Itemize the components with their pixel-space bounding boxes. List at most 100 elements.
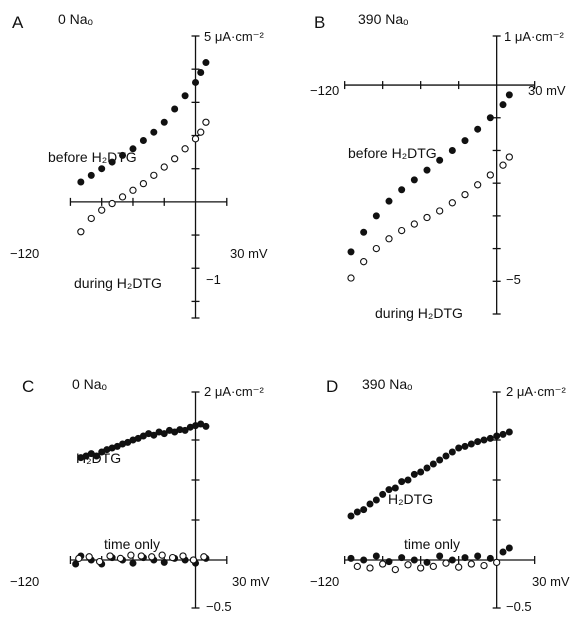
panel-a-series-1-point [150,171,158,179]
panel-b-series-1-point [347,274,355,282]
panel-c-series-2-point [127,551,135,559]
panel-b-series-0-point [461,137,469,145]
panel-b-series-0-point [347,248,355,256]
panel-a-series-0-point [150,128,158,136]
panel-b-series-0-point [499,101,507,109]
panel-d-series-0-point [385,486,393,494]
panel-d-series-0-point [461,442,469,450]
panel-d-series-2-point [404,561,412,569]
panel-c: C 0 Naₒ 2 μA·cm⁻² H₂DTG time only −120 3… [10,376,270,614]
panel-d-series-0-point [455,444,463,452]
panel-d-series-0-point [448,448,456,456]
panel-d-series-2-point [379,560,387,568]
panel-a-series-0-point [160,118,168,126]
panel-c-series-0-point [150,431,158,439]
panel-b-series-1-point [486,171,494,179]
panel-b-series-0-point [436,156,444,164]
panel-c-x-units: 30 mV [232,574,270,589]
panel-a-series-0-point [77,178,85,186]
panel-d-series-0-point [379,490,387,498]
panel-d-series-0-point [404,476,412,484]
panel-a-series-1-point [98,206,106,214]
panel-d-series-2-point [366,564,374,572]
panel-d-series-1-point [499,548,507,556]
panel-a-series-0-point [171,105,179,113]
panel-c-series-0-point [202,422,210,430]
panel-a-y-tick-label: −1 [206,272,221,287]
panel-b-series-0-point [486,114,494,122]
panel-c-series-1-point [72,560,80,568]
panel-d-series-0-point [360,506,368,514]
panel-d-series-1-point [505,544,513,552]
panel-d-series-1-point [398,554,406,562]
panel-b-series-0-point [474,125,482,133]
panel-d-series-1-point [474,552,482,560]
panel-c-series-2-point [116,554,125,563]
panel-b-series-1-point [499,161,507,169]
panel-b-series-1-point [360,258,368,266]
panel-c-series-2-point [95,557,104,566]
panel-a-series-0-point [139,137,147,145]
panel-b-condition: 390 Naₒ [358,11,408,27]
panel-d-series-1-point [410,556,418,564]
panel-c-series-2-point [106,552,114,560]
panel-a-series-1-point [108,199,116,208]
panel-d-series-1-point [372,552,380,560]
panel-b-series-0-point [423,166,431,174]
panel-d-series-0-point [493,432,501,440]
panel-c-series-0-point [92,452,100,460]
panel-c-series-0-point [181,426,189,434]
panel-d-y-units: 2 μA·cm⁻² [506,384,567,399]
panel-d-series-1-point [385,558,393,566]
panel-a-series-1-point [139,179,148,188]
panel-b-series-0-point [505,91,513,99]
panel-a-series-1-point [77,228,85,236]
panel-c-series-0-point [160,430,168,438]
panel-c-series-1-point [129,559,137,567]
panel-a-series-0-point [192,78,200,86]
panel-b-annotation-before: before H₂DTG [348,145,437,161]
panel-a-series-1-point [197,128,205,136]
panel-c-series-2-point [189,556,198,564]
panel-c-series-1-point [160,558,168,566]
panel-c-series-2-point [168,553,177,562]
panel-a-series-0-point [98,165,106,173]
panel-d-series-0-point [505,428,513,436]
panel-d-series-0-point [429,460,437,468]
panel-d-series-0-point [436,456,444,464]
panel-a-annotation-during: during H₂DTG [74,275,162,291]
panel-b-series-0-point [410,176,418,184]
panel-a-series-1-point [181,145,189,153]
panel-a-series-1-point [129,186,137,194]
panel-a-x-units: 30 mV [230,246,268,261]
panel-a-series-0-point [202,59,210,67]
panel-c-y-tick-label: −0.5 [206,599,232,614]
panel-b-x-tick-label: −120 [310,83,339,98]
panel-a-plot [69,35,228,319]
panel-c-series-2-point [158,551,166,559]
panel-d-series-0-point [499,430,507,438]
panel-b-series-0-point [398,186,406,194]
panel-d-series-2-point [353,562,361,571]
panel-d-series-1-point [461,554,469,562]
panel-b-series-1-point [448,199,456,207]
panel-d-series-0-point [423,464,431,472]
panel-d-series-1-point [486,554,494,562]
panel-a-series-0-point [181,92,189,100]
panel-b-series-1-point [423,213,431,222]
panel-b-series-0-point [448,146,456,154]
panel-a-series-1-point [160,163,168,171]
panel-a-series-1-point [171,155,179,163]
panel-d-series-1-point [360,556,368,564]
panel-b-y-units: 1 μA·cm⁻² [504,29,565,44]
panel-c-x-tick-label: −120 [10,574,39,589]
panel-c-series-2-point [137,552,145,560]
panel-c-series-2-point [179,552,187,560]
panel-b-series-0-point [385,197,393,205]
panel-c-plot [69,391,228,609]
panel-a-series-0-point [129,145,137,153]
panel-d-series-2-point [480,561,488,570]
panel-d-series-2-point [429,562,437,571]
panel-b-series-0-point [372,212,380,220]
panel-b-series-0-point [360,228,368,236]
